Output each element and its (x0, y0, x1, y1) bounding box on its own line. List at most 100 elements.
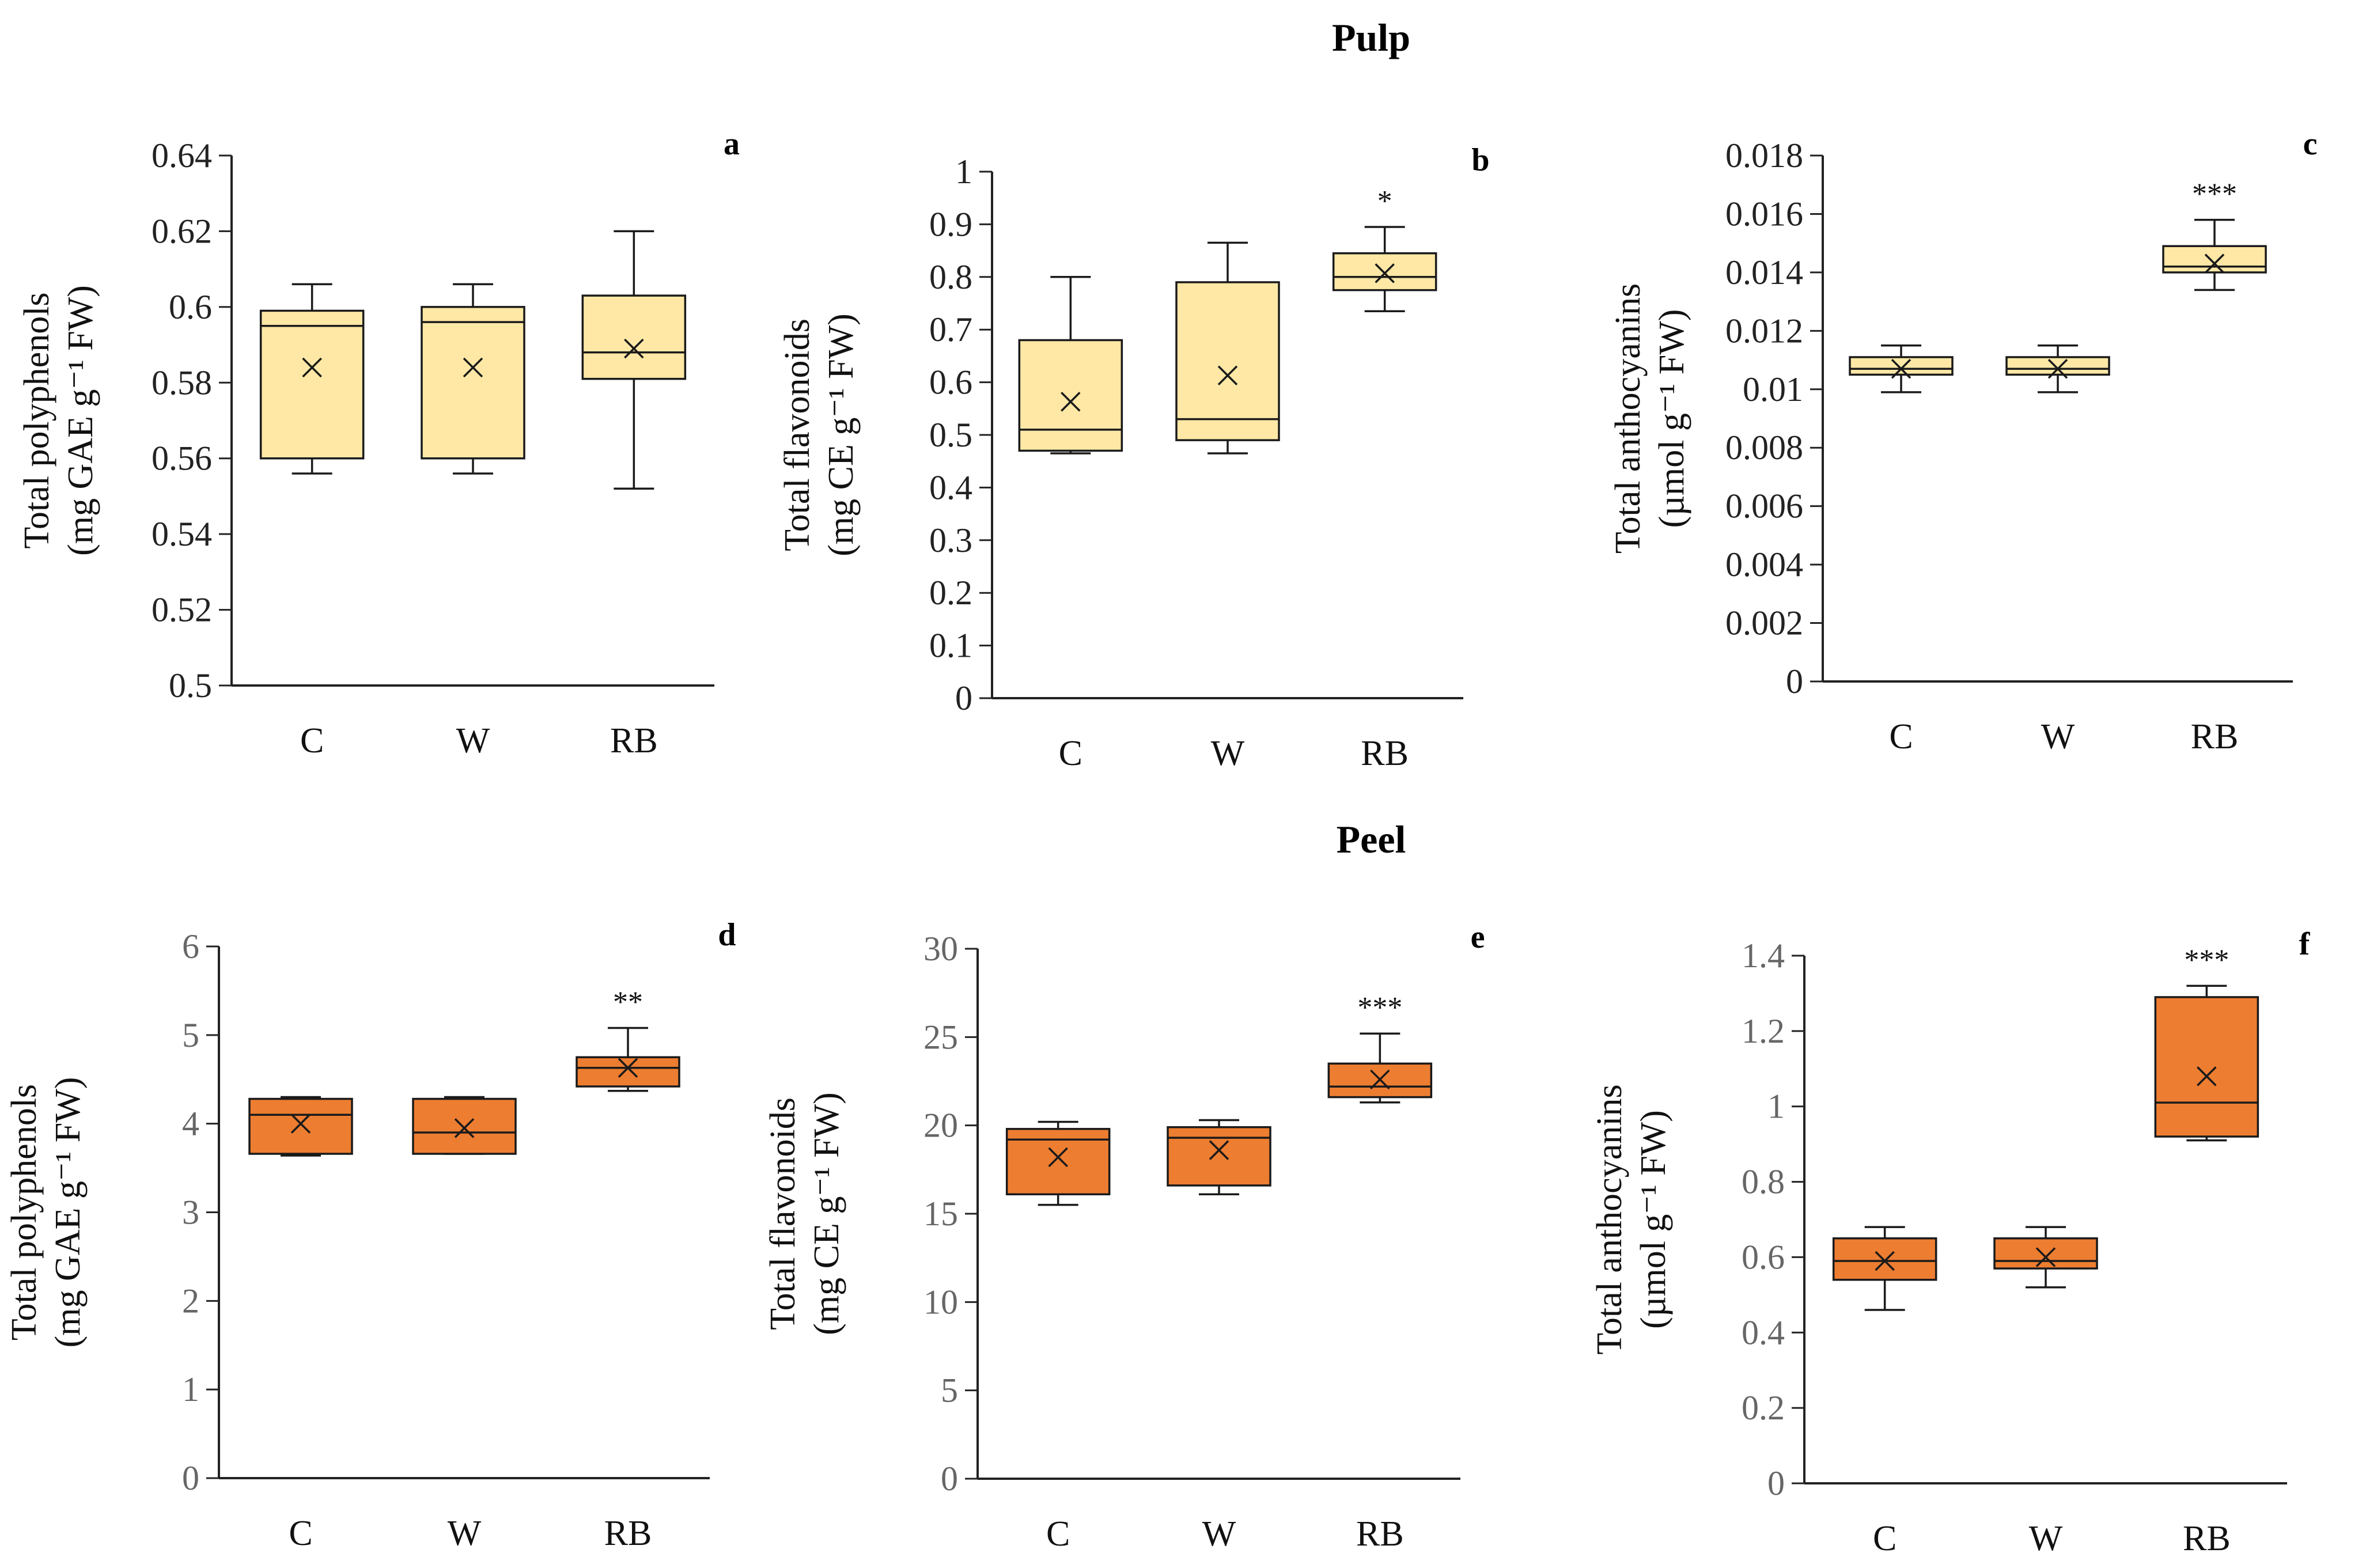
y-tick-label: 0.018 (1725, 137, 1803, 175)
chart-panel-b: 0 0.1 0.2 0.3 0.4 0.5 0.6 0.7 0.8 0.9 1 Total flavo… (778, 142, 1490, 773)
box-RB: *** (2154, 944, 2259, 1142)
y-axis-title-line2: (µmol g⁻¹ FW) (1634, 1110, 1673, 1329)
x-category-label: C (1889, 717, 1913, 756)
y-tick-label: 0.6 (929, 363, 972, 402)
x-category-label: RB (604, 1514, 652, 1553)
y-tick-label: 0.1 (929, 627, 972, 665)
y-tick-label: 15 (923, 1195, 958, 1233)
x-category-label: C (289, 1514, 312, 1553)
box-RB: *** (1327, 991, 1433, 1104)
y-tick-label: 0.012 (1725, 312, 1803, 350)
mean-marker (1875, 1251, 1895, 1271)
y-tick-label: 0.002 (1725, 604, 1803, 642)
box-W (2005, 344, 2110, 393)
y-tick-label: 20 (923, 1107, 958, 1145)
mean-marker (1375, 263, 1395, 283)
box-C (248, 1096, 353, 1157)
y-tick-label: 0.8 (1742, 1163, 1785, 1201)
mean-marker (2204, 253, 2225, 274)
iqr-box (1167, 1126, 1271, 1187)
section-title-peel: Peel (1337, 817, 1406, 861)
y-tick-label: 0.5 (929, 416, 972, 454)
mean-marker (1370, 1069, 1390, 1090)
box-C (259, 283, 365, 475)
iqr-box (421, 306, 525, 460)
y-tick-label: 0.58 (152, 363, 212, 402)
y-tick-label: 5 (182, 1016, 199, 1054)
y-tick-label: 5 (941, 1372, 958, 1410)
y-tick-label: 0 (1786, 662, 1803, 700)
y-tick-label: 1.2 (1742, 1012, 1785, 1050)
y-tick-label: 0.9 (929, 205, 972, 243)
mean-marker (1217, 365, 1238, 385)
y-tick-label: 1.4 (1742, 937, 1785, 975)
panel-letter: b (1471, 142, 1489, 178)
box-C (1018, 276, 1123, 455)
x-category-label: W (448, 1514, 482, 1553)
y-tick-label: 0.54 (152, 515, 212, 553)
y-axis-title-line2: (µmol g⁻¹ FW) (1652, 309, 1691, 528)
iqr-box (1849, 356, 1954, 376)
x-category-label: W (456, 721, 490, 760)
panel-letter: f (2299, 926, 2311, 962)
y-axis-title-line2: (mg GAE g⁻¹ FW) (48, 1077, 88, 1348)
mean-marker (454, 1118, 475, 1138)
y-tick-label: 25 (923, 1018, 958, 1056)
y-axis-title-line1: Total flavonoids (778, 319, 817, 551)
box-RB (581, 230, 687, 490)
y-tick-label: 0.62 (152, 212, 212, 250)
mean-marker (1048, 1147, 1068, 1168)
box-W (421, 283, 525, 475)
mean-marker (1891, 359, 1911, 379)
x-category-label: W (2029, 1519, 2063, 1558)
y-axis-title: Total anthocyanins (µmol g⁻¹ FW) (1608, 283, 1691, 554)
y-tick-label: 0 (182, 1459, 199, 1497)
significance-label: * (1377, 185, 1392, 218)
panel-letter: c (2303, 126, 2318, 162)
box-C (1005, 1120, 1111, 1206)
x-category-label: W (1202, 1514, 1236, 1554)
y-axis-title-line1: Total flavonoids (763, 1097, 803, 1330)
y-axis-title-line1: Total polyphenols (5, 1084, 44, 1340)
mean-marker (302, 357, 322, 378)
iqr-box (2154, 996, 2259, 1138)
x-category-label: C (1046, 1514, 1070, 1554)
iqr-box (1993, 1237, 2098, 1270)
box-W (412, 1096, 517, 1155)
mean-marker (463, 357, 483, 378)
y-axis-title: Total flavonoids (mg CE g⁻¹ FW) (778, 313, 861, 556)
iqr-box (1332, 252, 1437, 291)
y-tick-label: 0 (955, 679, 972, 717)
iqr-box (1018, 339, 1123, 452)
significance-label: ** (613, 986, 643, 1019)
x-category-label: C (1873, 1519, 1897, 1558)
box-W (1175, 241, 1280, 455)
y-tick-label: 0.6 (1742, 1238, 1785, 1276)
y-tick-label: 0.4 (1742, 1313, 1785, 1351)
chart-panel-c: 0 0.002 0.004 0.006 0.008 0.01 0.012 0.014 0.016… (1608, 126, 2317, 756)
y-axis-title-line1: Total polyphenols (17, 292, 56, 548)
y-tick-label: 10 (923, 1283, 958, 1321)
chart-panel-e: 0 5 10 15 20 25 30 Total flavonoids (mg CE g⁻¹ F… (763, 919, 1485, 1554)
significance-label: *** (2192, 178, 2237, 211)
y-tick-label: 0.8 (929, 258, 972, 296)
panel-letter: a (724, 126, 740, 162)
x-category-label: W (1211, 734, 1245, 773)
y-tick-label: 0.64 (152, 137, 212, 175)
y-tick-label: 0.004 (1725, 546, 1803, 584)
mean-marker (1061, 392, 1081, 412)
iqr-box (248, 1097, 353, 1155)
iqr-box (259, 309, 365, 460)
x-category-label: RB (1356, 1514, 1404, 1554)
box-RB: * (1332, 185, 1437, 312)
significance-label: *** (1357, 991, 1402, 1024)
box-W (1167, 1119, 1271, 1196)
y-tick-label: 0.52 (152, 591, 212, 629)
y-tick-label: 3 (182, 1194, 199, 1232)
x-category-label: C (300, 721, 324, 760)
mean-marker (2047, 359, 2068, 379)
section-title-pulp: Pulp (1332, 16, 1410, 59)
iqr-box (1832, 1237, 1937, 1281)
y-tick-label: 0.2 (929, 574, 972, 612)
box-RB: *** (2162, 178, 2267, 291)
